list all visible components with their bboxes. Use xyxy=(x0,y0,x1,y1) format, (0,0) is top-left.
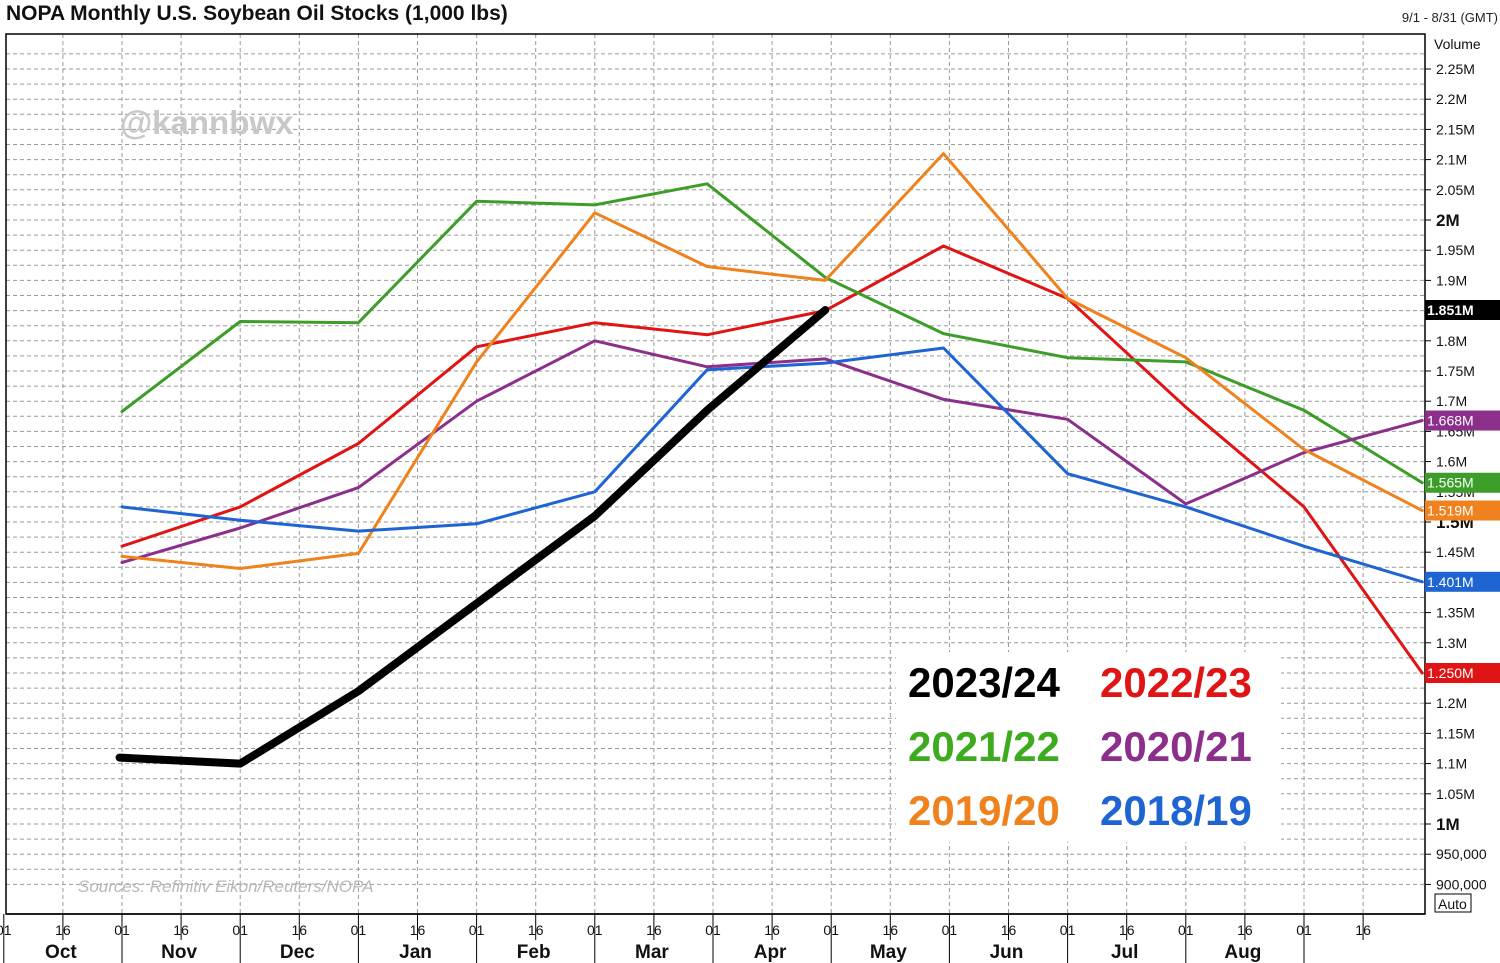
series-line-2019-20 xyxy=(120,152,1424,570)
last-value-label: 1.250M xyxy=(1427,665,1474,681)
x-tick-label: 01 xyxy=(232,922,248,938)
y-axis: Volume 2.25M 2.2M 2.15M 2.1M 2.05M 2M 1.95M 1.9… xyxy=(1425,36,1487,892)
y-axis-label: Volume xyxy=(1434,36,1481,52)
x-month-label: Jul xyxy=(1111,942,1138,963)
y-tick-label: 1.45M xyxy=(1436,544,1475,560)
series-lines xyxy=(115,152,1424,768)
x-tick-label: 16 xyxy=(173,922,189,938)
x-tick-label: 01 xyxy=(1060,922,1076,938)
y-tick-label: 2.1M xyxy=(1436,152,1467,168)
legend-item-2018-19: 2018/19 xyxy=(1100,787,1252,834)
x-tick-label: 01 xyxy=(1296,922,1312,938)
x-tick-label: 01 xyxy=(1178,922,1194,938)
auto-scale-button[interactable]: Auto xyxy=(1434,893,1472,913)
x-month-label: Oct xyxy=(45,942,77,963)
source-note: Sources: Refinitiv Eikon/Reuters/NOPA xyxy=(78,877,373,896)
y-tick-label: 1.6M xyxy=(1436,454,1467,470)
auto-scale-label: Auto xyxy=(1438,896,1467,912)
y-tick-label: 1M xyxy=(1436,815,1460,834)
y-tick-label: 900,000 xyxy=(1436,876,1487,892)
x-month-label: Aug xyxy=(1224,942,1261,963)
x-axis: 01 16 01 16 01 16 01 16 01 16 01 16 01 16 01 16 01 16 01 16… xyxy=(0,913,1425,963)
grid xyxy=(6,34,1425,914)
y-tick-label: 1.75M xyxy=(1436,363,1475,379)
x-tick-label: 16 xyxy=(55,922,71,938)
x-month-label: Dec xyxy=(280,942,315,963)
x-tick-label: 01 xyxy=(942,922,958,938)
legend-item-2022-23: 2022/23 xyxy=(1100,659,1252,706)
y-tick-label: 1.2M xyxy=(1436,695,1467,711)
watermark: @kannbwx xyxy=(120,104,294,141)
x-tick-label: 16 xyxy=(1119,922,1135,938)
x-month-label: Jun xyxy=(990,942,1024,963)
y-tick-label: 2M xyxy=(1436,211,1460,230)
legend-item-2020-21: 2020/21 xyxy=(1100,723,1252,770)
y-tick-label: 1.1M xyxy=(1436,756,1467,772)
y-tick-label: 1.35M xyxy=(1436,605,1475,621)
x-tick-label: 16 xyxy=(1355,922,1371,938)
last-value-tags: 1.851M 1.250M 1.565M 1.668M 1.519M 1.401M xyxy=(1425,299,1500,683)
x-tick-label: 16 xyxy=(764,922,780,938)
x-tick-label: 01 xyxy=(705,922,721,938)
last-value-tag-2022-23 xyxy=(1425,663,1500,683)
x-tick-label: 16 xyxy=(1237,922,1253,938)
last-value-tag-2020-21 xyxy=(1425,410,1500,431)
last-value-tag-2023-24 xyxy=(1425,299,1500,320)
date-range-label: 9/1 - 8/31 (GMT) xyxy=(1401,10,1498,25)
x-month-label: May xyxy=(870,942,907,963)
x-tick-label: 16 xyxy=(646,922,662,938)
legend: 2023/24 2022/23 2021/22 2020/21 2019/20 2018/… xyxy=(896,652,1281,842)
x-tick-label: 01 xyxy=(0,922,12,938)
y-tick-label: 2.15M xyxy=(1436,121,1475,137)
x-tick-label: 01 xyxy=(114,922,130,938)
y-tick-label: 2.25M xyxy=(1436,61,1475,77)
legend-item-2021-22: 2021/22 xyxy=(908,723,1060,770)
last-value-tag-2018-19 xyxy=(1425,571,1500,592)
legend-item-2023-24: 2023/24 xyxy=(908,659,1060,706)
y-tick-label: 1.8M xyxy=(1436,333,1467,349)
x-tick-label: 16 xyxy=(292,922,308,938)
last-value-label: 1.565M xyxy=(1427,475,1474,491)
last-value-tag-2021-22 xyxy=(1425,472,1500,493)
x-tick-label: 16 xyxy=(410,922,426,938)
x-tick-label: 01 xyxy=(469,922,485,938)
x-tick-label: 16 xyxy=(1001,922,1017,938)
series-line-2022-23 xyxy=(120,244,1424,675)
legend-item-2019-20: 2019/20 xyxy=(908,787,1060,834)
x-month-label: Jan xyxy=(399,942,432,963)
x-tick-label: 01 xyxy=(587,922,603,938)
last-value-label: 1.851M xyxy=(1427,302,1474,318)
series-line-2023-24 xyxy=(115,306,830,768)
legend-background xyxy=(896,652,1281,842)
x-tick-label: 16 xyxy=(883,922,899,938)
y-tick-label: 2.2M xyxy=(1436,91,1467,107)
last-value-tag-2019-20 xyxy=(1425,500,1500,521)
x-month-label: Apr xyxy=(754,942,787,963)
y-tick-label: 950,000 xyxy=(1436,846,1487,862)
x-month-label: Feb xyxy=(517,942,551,963)
y-tick-label: 1.05M xyxy=(1436,786,1475,802)
last-value-label: 1.668M xyxy=(1427,413,1474,429)
chart-title: NOPA Monthly U.S. Soybean Oil Stocks (1,… xyxy=(6,2,508,25)
last-value-label: 1.519M xyxy=(1427,503,1474,519)
series-line-2021-22 xyxy=(120,182,1424,485)
y-tick-label: 1.95M xyxy=(1436,242,1475,258)
y-tick-label: 1.15M xyxy=(1436,725,1475,741)
x-tick-label: 16 xyxy=(528,922,544,938)
y-tick-label: 1.3M xyxy=(1436,635,1467,651)
series-line-2018-19 xyxy=(120,346,1424,584)
x-month-label: Nov xyxy=(161,942,197,963)
last-value-label: 1.401M xyxy=(1427,574,1474,590)
y-tick-label: 1.7M xyxy=(1436,393,1467,409)
y-tick-label: 1.9M xyxy=(1436,272,1467,288)
x-month-label: Mar xyxy=(635,942,669,963)
series-line-2020-21 xyxy=(120,339,1424,564)
x-tick-label: 01 xyxy=(823,922,839,938)
x-tick-label: 01 xyxy=(351,922,367,938)
y-tick-label: 2.05M xyxy=(1436,182,1475,198)
